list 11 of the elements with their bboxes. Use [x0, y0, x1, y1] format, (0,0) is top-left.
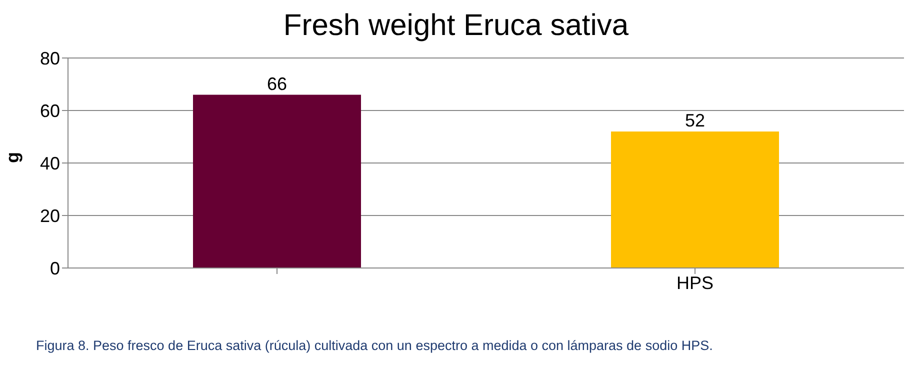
data-label: 66 — [266, 74, 288, 94]
chart-title: Fresh weight Eruca sativa — [282, 8, 630, 44]
y-tick-label: 0 — [50, 258, 60, 278]
y-tick-label: 20 — [40, 206, 60, 226]
x-tick-label: HPS — [676, 272, 714, 293]
y-tick-label: 80 — [40, 48, 60, 68]
text: Figura 8. Peso fresco de Eruca sativa (rúcula) cultivada con un espectro a medida o con lámparas de sodio HPS. — [36, 338, 714, 353]
y-axis-title: g — [2, 152, 22, 163]
y-tick-label: 60 — [40, 100, 60, 121]
data-label: 52 — [684, 110, 706, 130]
y-tick-label: 40 — [40, 153, 60, 174]
